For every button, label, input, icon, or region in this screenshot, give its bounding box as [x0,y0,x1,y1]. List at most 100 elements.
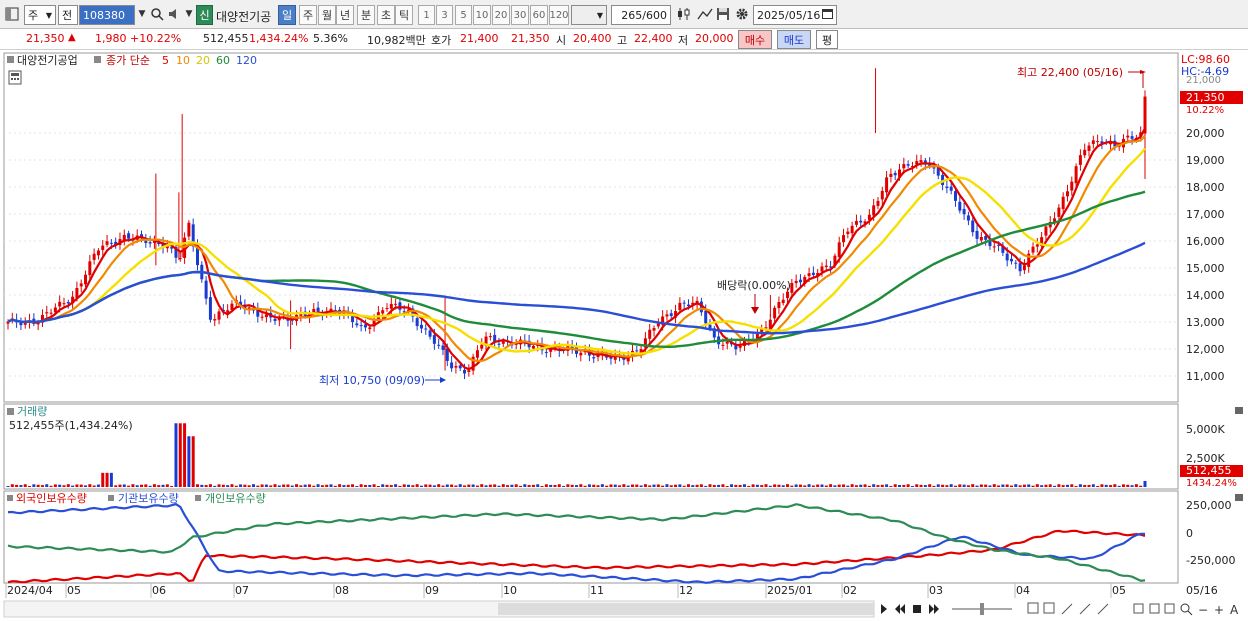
candle-body [648,329,652,339]
volume-bar [407,484,411,487]
search-icon[interactable] [148,4,166,24]
candle-body [385,307,389,309]
panel-handle-icon[interactable] [7,408,14,415]
calculator-icon[interactable] [8,70,22,85]
volume-bar [889,485,893,487]
panel-handle-icon[interactable] [7,56,14,63]
period-tab-0[interactable]: 일 [278,5,296,25]
volume-bar [854,485,858,487]
volume-bar [1001,484,1005,487]
rewind-icon[interactable] [895,604,905,614]
save-icon[interactable] [714,4,732,24]
candle-body [213,319,217,321]
calendar-icon[interactable] [822,8,833,22]
minute-unit-10[interactable]: 10 [473,5,491,25]
speaker-dropdown-icon[interactable]: ▼ [185,9,193,19]
candle-body [1065,191,1069,197]
scope-select[interactable]: 전 [58,5,78,25]
minute-unit-60[interactable]: 60 [530,5,548,25]
volume-bar [1121,484,1125,487]
volume-bar [1087,484,1091,487]
candle-body [208,297,212,320]
unit-select[interactable]: ▼ [571,5,607,25]
zoom-slider[interactable] [952,603,1012,615]
zoom-in-icon[interactable]: + [1214,603,1224,617]
minute-unit-3[interactable]: 3 [436,5,453,25]
minute-unit-5[interactable]: 5 [455,5,472,25]
candle-body [1022,265,1026,271]
sell-button[interactable]: 매도 [777,30,811,49]
date-field[interactable]: 2025/05/16 [753,5,837,25]
magnifier-icon[interactable] [1180,603,1193,616]
candle-body [1117,145,1121,147]
volume-bar [295,484,299,487]
candles [6,68,1147,380]
panel-handle-icon[interactable] [108,495,114,501]
stop-icon[interactable] [913,605,921,613]
panel-handle-icon[interactable] [94,56,101,63]
period-tab-5[interactable]: 초 [377,5,395,25]
buy-button[interactable]: 매수 [738,30,772,49]
scroll-right-icon[interactable] [881,604,887,614]
volume-bar [570,484,574,487]
volume-bar [148,485,152,487]
volume-bar [299,485,303,487]
window-icon[interactable] [1133,603,1175,614]
new-badge-button[interactable]: 신 [196,5,213,25]
zoom-out-icon[interactable]: − [1198,603,1208,617]
candle-body [247,307,251,310]
high-price: 22,400 [634,32,673,45]
window-menu-icon[interactable] [3,4,21,24]
period-tab-2[interactable]: 월 [318,5,336,25]
candle-body [1074,166,1078,184]
volume-bar [118,484,122,487]
close-icon[interactable] [1235,407,1243,414]
x-axis-label: 07 [235,584,249,597]
close-icon[interactable] [1235,494,1243,501]
period-tab-1[interactable]: 주 [299,5,317,25]
eval-button[interactable]: 평 [816,30,838,49]
panel-handle-icon[interactable] [7,495,13,501]
candle-body [58,301,62,307]
price-chart[interactable]: 11,000 12,000 13,000 14,000 15,000 16,000 17,0… [0,51,1248,621]
candle-type-icon[interactable] [675,4,693,24]
minute-unit-120[interactable]: 120 [549,5,569,25]
trade-amount: 10,982백만 [367,34,426,47]
minute-unit-1[interactable]: 1 [418,5,435,25]
candle-body [1100,141,1104,144]
volume-bar [1005,484,1009,487]
x-axis-labels: 2024/04 05 06 07 08 09 10 11 12 2025/01 02 03 04 05 [5,583,1126,598]
candle-body [346,312,350,315]
fast-forward-icon[interactable] [929,604,939,614]
candle-body [88,261,92,276]
stock-code-input[interactable]: 108380 [79,5,135,25]
gear-icon[interactable] [733,4,751,24]
speaker-icon[interactable] [166,4,184,24]
minute-unit-30[interactable]: 30 [511,5,529,25]
line-tool-icon[interactable] [696,4,714,24]
scrollbar-thumb[interactable] [498,603,874,615]
hc-label: HC:-4.69 [1181,65,1229,78]
holdings-tick-0: 0 [1186,527,1193,540]
period-tab-6[interactable]: 틱 [395,5,413,25]
market-select[interactable]: 주 ▼ [24,5,56,25]
font-size-icon[interactable]: A [1230,603,1239,617]
data-count-field[interactable]: 265/600 [611,5,671,25]
volume-bar [161,484,165,487]
volume-bar [23,484,27,487]
layout-icon[interactable] [1027,602,1055,614]
volume-bar [320,485,324,487]
volume-bar [846,485,850,487]
period-tab-4[interactable]: 분 [357,5,375,25]
panel-handle-icon[interactable] [195,495,201,501]
drawing-tools-icon[interactable] [1061,603,1109,615]
candle-body [945,186,949,189]
volume-bar [1113,484,1117,487]
x-axis-label: 02 [843,584,857,597]
period-tab-3[interactable]: 년 [336,5,354,25]
volume-bar [613,484,617,487]
minute-unit-20[interactable]: 20 [492,5,510,25]
code-dropdown-icon[interactable]: ▼ [138,9,146,19]
volume-bar [1109,485,1113,487]
